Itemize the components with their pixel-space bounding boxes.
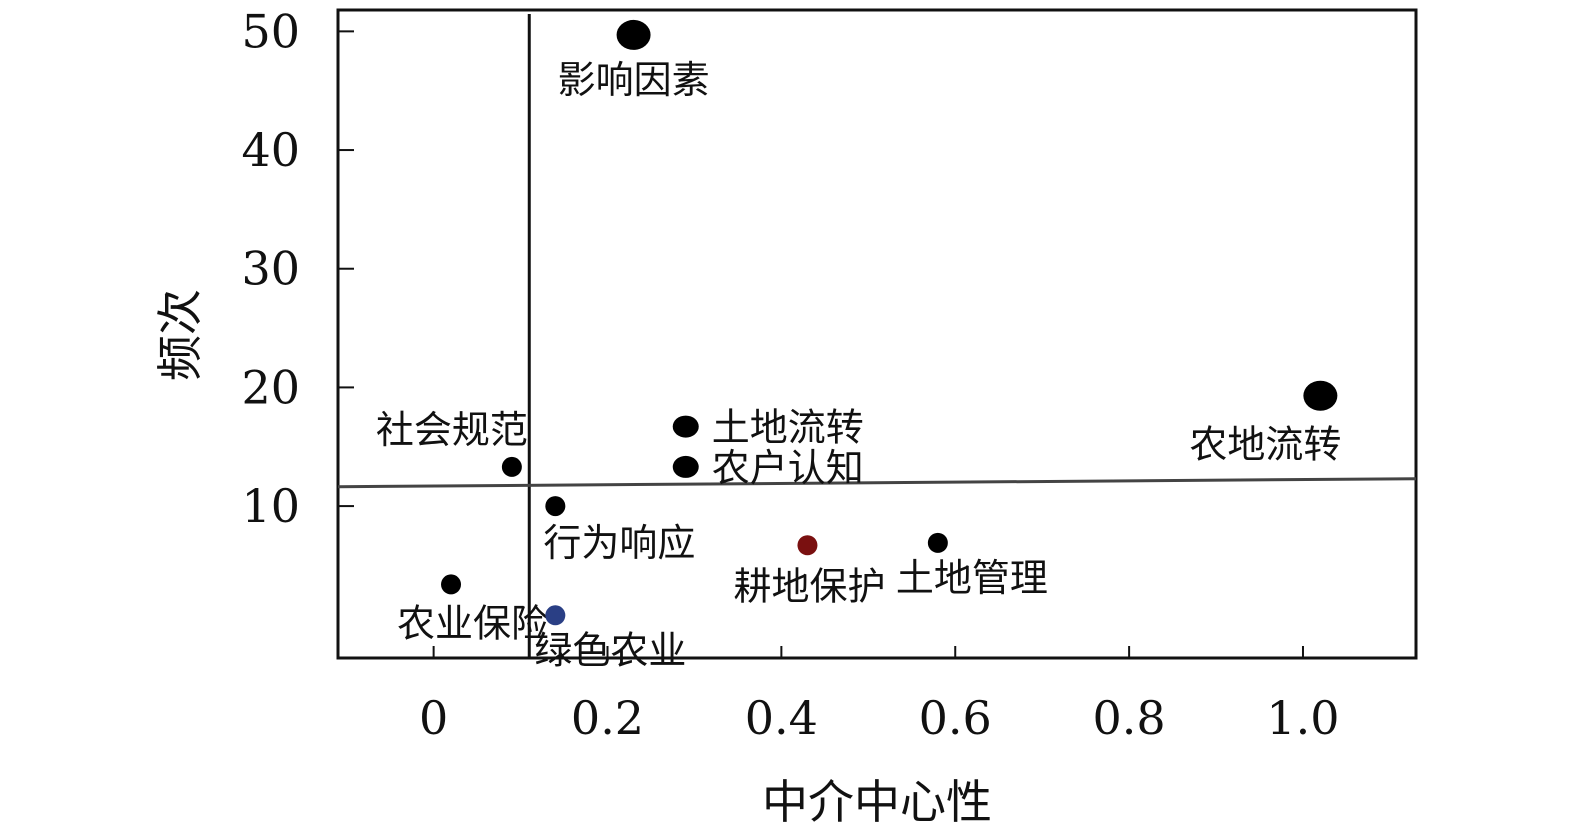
- y-tick-label: 50: [241, 4, 300, 58]
- data-point: 农地流转: [1189, 380, 1341, 467]
- point-marker: [927, 532, 948, 553]
- x-tick-label: 0.2: [571, 691, 644, 745]
- horizontal-reference-line: [337, 477, 1417, 489]
- y-axis-title: 频次: [153, 289, 207, 381]
- point-marker: [797, 535, 818, 556]
- data-point: 耕地保护: [733, 535, 885, 608]
- x-tick-label: 0.8: [1093, 691, 1166, 745]
- point-label: 耕地保护: [733, 564, 885, 608]
- point-label: 农地流转: [1189, 423, 1341, 467]
- data-point: 绿色农业: [534, 605, 686, 672]
- reference-lines: [337, 14, 1417, 658]
- data-point: 土地管理: [896, 532, 1048, 600]
- data-point: 土地流转: [672, 406, 864, 450]
- data-point: 农业保险: [397, 574, 549, 645]
- point-marker: [545, 605, 566, 626]
- data-point: 行为响应: [543, 496, 695, 565]
- data-point: 影响因素: [558, 19, 710, 102]
- point-marker: [616, 19, 651, 50]
- point-marker: [672, 415, 699, 438]
- point-label: 农户认知: [712, 446, 864, 490]
- point-marker: [672, 455, 699, 478]
- point-label: 绿色农业: [534, 628, 686, 672]
- x-tick-label: 0.6: [919, 691, 992, 745]
- data-point: 社会规范: [376, 408, 528, 477]
- point-marker: [545, 496, 566, 517]
- point-label: 农业保险: [397, 601, 549, 645]
- point-marker: [1303, 380, 1338, 411]
- x-axis-ticks: 0 0.2 0.4 0.6 0.8 1.0: [419, 646, 1340, 745]
- point-marker: [501, 456, 522, 477]
- point-label: 社会规范: [376, 408, 528, 452]
- y-tick-label: 40: [241, 123, 300, 177]
- data-point: 农户认知: [672, 446, 864, 490]
- x-tick-label: 0.4: [745, 691, 818, 745]
- y-tick-label: 20: [241, 360, 300, 414]
- point-marker: [441, 574, 462, 595]
- x-tick-label: 0: [419, 691, 448, 745]
- y-tick-label: 10: [241, 479, 300, 533]
- point-label: 影响因素: [558, 58, 710, 102]
- point-label: 土地流转: [712, 406, 864, 450]
- y-tick-label: 30: [241, 242, 300, 296]
- point-label: 行为响应: [543, 521, 695, 565]
- y-axis-ticks: 10 20 30 40 50: [241, 4, 354, 533]
- point-label: 土地管理: [896, 556, 1048, 600]
- x-tick-label: 1.0: [1266, 691, 1339, 745]
- plot-frame: [336, 8, 1418, 660]
- x-axis-title: 中介中心性: [762, 775, 992, 829]
